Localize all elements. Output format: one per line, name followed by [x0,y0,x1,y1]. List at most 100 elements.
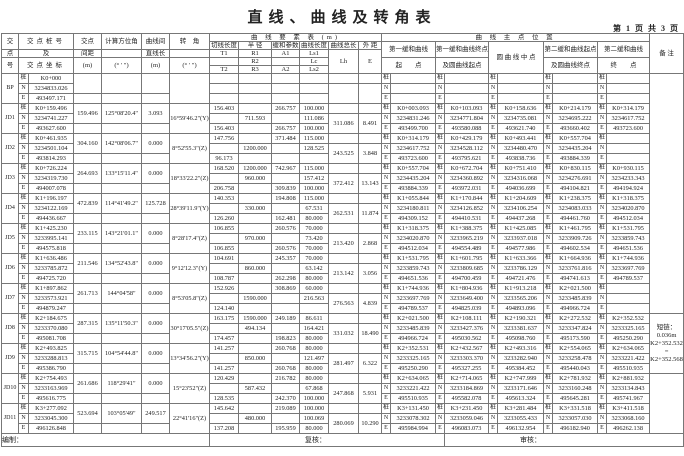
curve-r2: 960.000 [238,173,272,184]
point-east-label: E [435,183,446,194]
jd-number: JD1 [1,103,19,134]
point-value: 3233325.165 [390,353,437,364]
curve-lh-blank [328,73,359,84]
point-value: K1+601.795 [444,253,490,264]
curve-a2: 195.959 [271,423,300,434]
point-value: K2+634.065 [390,373,437,384]
stake-label: 桩 [18,133,29,144]
point-east-label: E [543,363,554,374]
point-value: 3233381.637 [497,323,545,334]
table-row: N 3234741.227 711.593 111.086 311.086 8.491 N 3… [2,113,684,134]
point-stake-label: 桩 [488,253,499,264]
curve-r2: 587.432 [238,383,272,394]
jd-azimuth: 135°11'50.3" [101,313,142,334]
blank-cell [271,203,300,214]
point-value: 494194.924 [606,183,651,194]
point-east-label: E [435,213,446,224]
header-yh: 第二缓和曲线起点 [543,41,599,58]
point-east-label: E [488,363,499,374]
point-value: 494577.986 [497,243,545,254]
jd-number: JD4 [1,193,19,224]
blank-cell [73,273,102,284]
point-north-label: N [381,293,392,304]
blank-cell [141,333,170,344]
point-value: K3+131.450 [390,403,437,414]
point-value [444,73,490,84]
stake-label: 桩 [18,223,29,234]
point-value: K1+318.375 [606,193,651,204]
curve-lh: 262.531 [328,203,359,224]
point-north-label: N [597,203,608,214]
blank-cell [101,153,142,164]
curve-e: 8.491 [357,113,383,134]
blank-cell [271,413,300,424]
point-value [606,133,651,144]
table-row: N 3233163.969 587.432 67.868 247.868 5.931 N 32… [2,383,684,404]
point-value: K0+557.704 [390,163,437,174]
point-stake-label: 桩 [488,73,499,84]
curve-t2 [209,93,239,104]
point-value: K2+021.500 [390,313,437,324]
curve-r3 [238,303,272,314]
curve-t2: 126.260 [209,213,239,224]
curve-lc [299,83,329,94]
point-north-label: N [435,413,446,424]
blank-cell [101,423,142,434]
curve-ls2: 80.000 [299,363,329,374]
jd-north: 3233995.141 [28,233,74,244]
header-line-2: 直线长 [141,49,170,58]
curve-e: 3.056 [357,263,383,284]
point-stake-label: 桩 [381,253,392,264]
point-value: K0+158.636 [497,103,545,114]
point-stake-label: 桩 [597,73,608,84]
point-east-label: E [488,183,499,194]
jd-station: K2+184.675 [28,313,74,324]
curve-ls1: 60.000 [299,283,329,294]
jd-number: JD2 [1,133,19,164]
point-stake-label: 桩 [543,253,554,264]
point-value: K2+021.500 [552,283,599,294]
point-east-label: E [597,273,608,284]
blank-cell [101,123,142,134]
table-row: N 3233045.300 480.000 100.069 280.069 10.290 N… [2,413,684,434]
header-r1: R1 [238,49,272,58]
curve-lh-blank [328,373,359,384]
point-value: 3233697.769 [606,263,651,274]
stake-label: 桩 [18,253,29,264]
point-value: 3233937.018 [497,233,545,244]
north-label: N [18,323,29,334]
curve-t1: 156.403 [209,103,239,114]
curve-lc: 100.069 [299,413,329,424]
curve-r2: 494.134 [238,323,272,334]
header-ls2: Ls2 [299,65,329,74]
header-ls1: Ls1 [299,49,329,58]
point-value: 3234020.870 [390,233,437,244]
curve-lh: 243.525 [328,143,359,164]
curve-a1 [271,73,300,84]
point-value: K1+633.366 [497,253,545,264]
jd-east: 494007.078 [28,183,74,194]
east-label: E [18,303,29,314]
jd-east: 495386.790 [28,363,74,374]
line-length: 125.728 [141,193,170,214]
jd-east: 495081.708 [28,333,74,344]
blank-cell [73,423,102,434]
point-value: K3+411.518 [606,403,651,414]
point-north-label: N [488,383,499,394]
point-value: 495098.760 [497,333,545,344]
point-stake-label: 桩 [435,223,446,234]
curve-r1 [238,373,272,384]
jd-distance [73,73,102,94]
north-label: N [18,83,29,94]
curve-a2: 162.481 [271,213,300,224]
curve-r3 [238,123,272,134]
point-value: 3233303.370 [444,353,490,364]
north-label: N [18,413,29,424]
north-label: N [18,293,29,304]
curve-t2: 106.855 [209,243,239,254]
point-value: 493621.740 [497,123,545,134]
line-length: 0.000 [141,343,170,364]
point-value: 3233786.129 [497,263,545,274]
header-hz-2: 终 点 [597,57,651,74]
header-zh: 第一缓和曲线 [381,41,437,58]
